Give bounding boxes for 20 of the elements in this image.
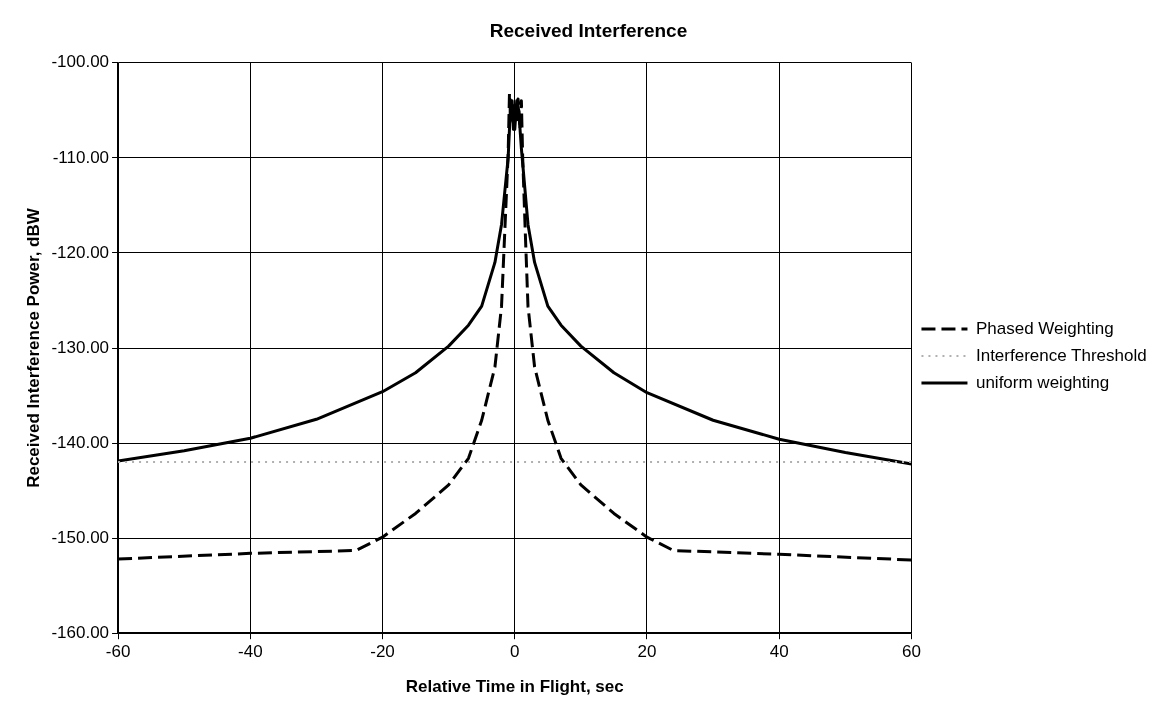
x-tick-label: 0 — [510, 642, 520, 662]
y-tick-label: -150.00 — [51, 527, 110, 547]
x-axis-title: Relative Time in Flight, sec — [405, 677, 624, 697]
x-tick-label: -20 — [370, 642, 395, 662]
y-tick-label: -130.00 — [51, 337, 110, 357]
y-tick-label: -140.00 — [51, 432, 110, 452]
x-tick-label: 60 — [902, 642, 921, 662]
x-tick-label: 20 — [637, 642, 657, 662]
y-tick-label: -160.00 — [51, 622, 110, 642]
legend-label: Phased Weighting — [975, 318, 1114, 338]
legend-label: uniform weighting — [975, 372, 1110, 392]
x-tick-label: 40 — [769, 642, 789, 662]
y-tick-label: -110.00 — [52, 147, 110, 167]
chart-title: Received Interference — [489, 19, 688, 41]
y-axis-title: Received Interference Power, dBW — [23, 207, 43, 488]
y-tick-label: -120.00 — [51, 242, 110, 262]
legend-label: Interference Threshold — [975, 345, 1147, 365]
x-tick-label: -40 — [238, 642, 263, 662]
x-tick-label: -60 — [105, 642, 131, 662]
y-tick-label: -100.00 — [51, 52, 110, 72]
